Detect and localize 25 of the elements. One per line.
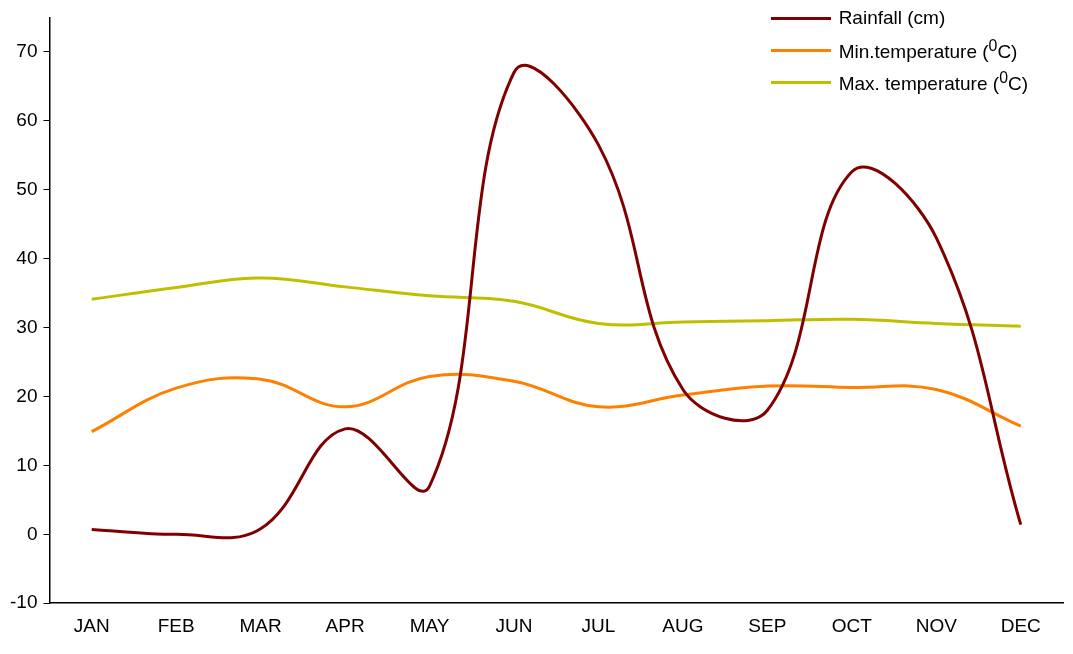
- y-tick-label: 10: [16, 453, 38, 475]
- x-tick-label: DEC: [1000, 614, 1041, 636]
- x-tick-label: OCT: [831, 614, 873, 636]
- x-tick-label: MAR: [239, 614, 282, 636]
- y-tick-label: 50: [16, 177, 38, 199]
- y-tick-label: -10: [9, 591, 38, 613]
- x-tick-label: MAY: [409, 614, 450, 636]
- x-tick-label: APR: [325, 614, 365, 636]
- x-tick-label: JAN: [73, 614, 110, 636]
- legend-label: Min.temperature ($^{0}$C): [838, 36, 1018, 64]
- y-tick-label: 30: [16, 315, 38, 337]
- y-tick-label: 0: [26, 522, 38, 544]
- x-tick-label: JUL: [581, 614, 616, 636]
- x-tick-label: NOV: [915, 614, 958, 636]
- y-tick-label: 40: [16, 246, 38, 268]
- y-tick-label: 60: [16, 109, 38, 131]
- y-tick-label: 20: [16, 384, 38, 406]
- y-tick-label: 70: [16, 40, 38, 62]
- x-tick-label: JUN: [495, 614, 533, 636]
- line-series: [90, 276, 1023, 328]
- x-tick-label: AUG: [662, 614, 704, 636]
- legend-label: Max. temperature ($^{0}$C): [838, 68, 1028, 96]
- x-tick-label: FEB: [157, 614, 195, 636]
- legend-label: Rainfall (cm): [838, 7, 946, 29]
- x-tick-label: SEP: [748, 614, 787, 636]
